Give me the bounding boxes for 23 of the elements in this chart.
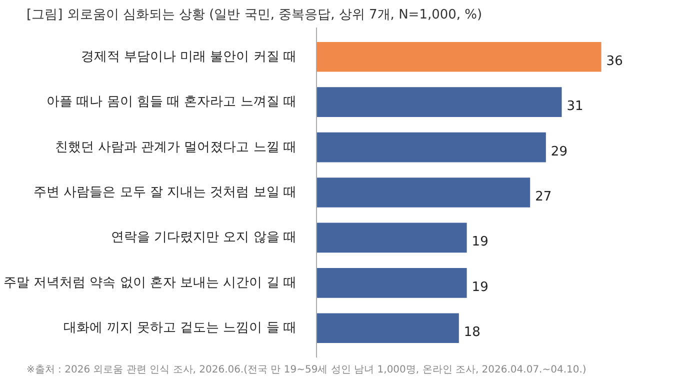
bar (316, 42, 602, 72)
bar (316, 222, 467, 253)
bar (316, 268, 467, 298)
y-tick-label: 주말 저녁처럼 약속 없이 혼자 보내는 시간이 길 때 (3, 275, 297, 290)
y-tick-label: 아플 때나 몸이 힘들 때 혼자라고 느껴질 때 (46, 94, 297, 110)
y-tick-label: 경제적 부담이나 미래 불안이 커질 때 (80, 49, 297, 64)
bar (316, 313, 459, 344)
bar (316, 178, 530, 208)
data-label: 19 (472, 280, 488, 295)
y-tick-label: 친했던 사람과 관계가 멀어졌다고 느낄 때 (54, 140, 297, 155)
y-tick-label: 주변 사람들은 모두 잘 지내는 것처럼 보일 때 (34, 185, 297, 200)
y-tick-label: 연락을 기다렸지만 오지 않을 때 (110, 230, 296, 246)
data-label: 19 (472, 234, 488, 250)
data-label: 29 (550, 144, 568, 160)
data-label: 27 (535, 190, 552, 204)
data-label: 18 (464, 325, 480, 340)
chart-title: [그림] 외로움이 심화되는 상황 (일반 국민, 중복응답, 상위 7개, N=1,000, %) (26, 8, 482, 22)
text: ※출처 : 2026 외로움 관련 인식 조사, 2026.06.(전국 만 19~59세 성인 남녀 1,000명, 온라인 조사, 2026.04.07.~04.10.) (26, 364, 586, 376)
data-label: 31 (566, 99, 584, 114)
bar (316, 132, 546, 162)
bar (316, 87, 562, 118)
data-label: 36 (606, 54, 623, 69)
y-tick-label: 대화에 끼지 못하고 겉도는 느낌이 들 때 (64, 320, 297, 336)
